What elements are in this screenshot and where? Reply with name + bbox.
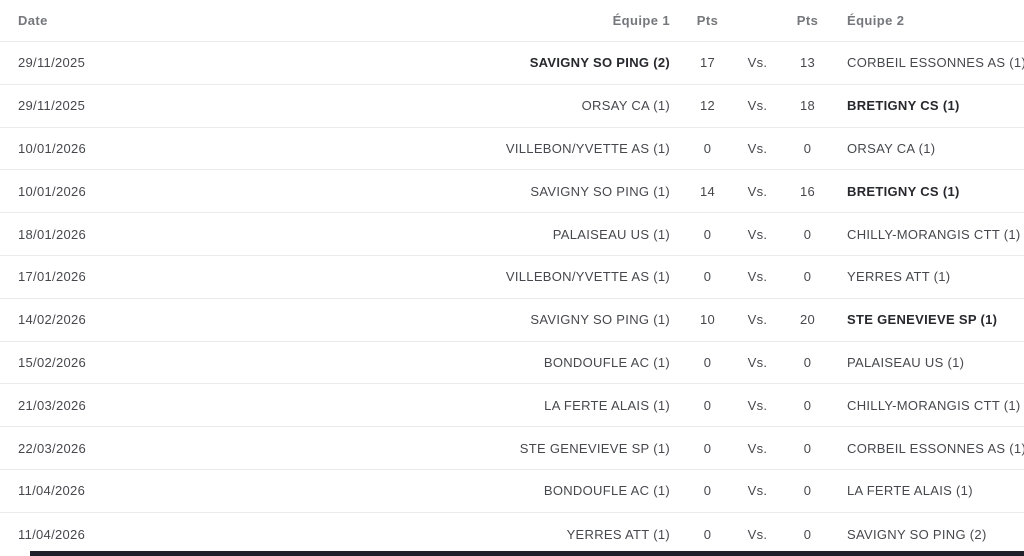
vs-label: Vs. — [747, 397, 768, 413]
vs-label: Vs. — [747, 440, 768, 456]
vs-label: Vs. — [747, 269, 768, 285]
vs-label: Vs. — [747, 55, 768, 71]
table-row[interactable]: 21/03/2026 LA FERTE ALAIS (1) 0 Vs. 0 CHILLY-… — [0, 384, 1024, 428]
date-cell: 18/01/2026 — [18, 226, 87, 242]
pts2-cell: 16 — [799, 183, 816, 199]
column-header-pts1: Pts — [696, 13, 719, 28]
team1-cell: VILLEBON/YVETTE AS (1) — [505, 140, 670, 156]
table-row[interactable]: 18/01/2026 PALAISEAU US (1) 0 Vs. 0 CHILLY-MO… — [0, 213, 1024, 256]
pts2-cell: 0 — [803, 483, 812, 499]
pts2-cell: 0 — [803, 269, 812, 285]
date-cell: 17/01/2026 — [18, 269, 87, 285]
team2-cell: YERRES ATT (1) — [847, 269, 951, 285]
date-cell: 21/03/2026 — [18, 397, 87, 413]
team1-cell: ORSAY CA (1) — [581, 98, 670, 114]
date-cell: 11/04/2026 — [18, 483, 86, 499]
table-row[interactable]: 29/11/2025 ORSAY CA (1) 12 Vs. 18 BRETIGNY CS… — [0, 84, 1024, 128]
table-row[interactable]: 17/01/2026 VILLEBON/YVETTE AS (1) 0 Vs. 0 YER… — [0, 255, 1024, 299]
team2-cell: PALAISEAU US (1) — [847, 354, 965, 370]
pts1-cell: 0 — [703, 440, 712, 456]
team1-cell: VILLEBON/YVETTE AS (1) — [505, 269, 670, 285]
vs-label: Vs. — [747, 140, 768, 156]
date-cell: 11/04/2026 — [18, 526, 86, 542]
team2-cell: CHILLY-MORANGIS CTT (1) — [847, 397, 1021, 413]
table-body: 29/11/2025 SAVIGNY SO PING (2) 17 Vs. 13 CORB… — [0, 42, 1024, 556]
column-header-pts2: Pts — [796, 13, 819, 28]
team2-cell: SAVIGNY SO PING (2) — [847, 526, 987, 542]
team2-cell: BRETIGNY CS (1) — [847, 98, 960, 114]
date-cell: 15/02/2026 — [18, 354, 87, 370]
pts1-cell: 14 — [699, 183, 716, 199]
team2-cell: BRETIGNY CS (1) — [847, 183, 960, 199]
team2-cell: STE GENEVIEVE SP (1) — [847, 312, 998, 328]
date-cell: 22/03/2026 — [18, 440, 87, 456]
team1-cell: LA FERTE ALAIS (1) — [544, 397, 670, 413]
date-cell: 10/01/2026 — [18, 140, 87, 156]
pts2-cell: 20 — [799, 312, 816, 328]
date-cell: 29/11/2025 — [18, 98, 86, 114]
team1-cell: BONDOUFLE AC (1) — [543, 354, 670, 370]
table-row[interactable]: 11/04/2026 YERRES ATT (1) 0 Vs. 0 SAVIGNY SO … — [0, 512, 1024, 556]
date-cell: 14/02/2026 — [18, 312, 87, 328]
pts2-cell: 0 — [803, 440, 812, 456]
team1-cell: SAVIGNY SO PING (2) — [529, 55, 670, 71]
pts2-cell: 18 — [799, 98, 816, 114]
date-cell: 10/01/2026 — [18, 183, 87, 199]
column-header-date: Date — [18, 13, 48, 28]
table-row[interactable]: 29/11/2025 SAVIGNY SO PING (2) 17 Vs. 13 CORB… — [0, 42, 1024, 85]
pts2-cell: 13 — [799, 55, 816, 71]
team2-cell: LA FERTE ALAIS (1) — [847, 483, 973, 499]
table-row[interactable]: 22/03/2026 STE GENEVIEVE SP (1) 0 Vs. 0 CORBE… — [0, 427, 1024, 470]
vs-label: Vs. — [747, 354, 768, 370]
pts1-cell: 0 — [703, 483, 712, 499]
table-row[interactable]: 11/04/2026 BONDOUFLE AC (1) 0 Vs. 0 LA FERTE … — [0, 469, 1024, 513]
team2-cell: CHILLY-MORANGIS CTT (1) — [847, 226, 1021, 242]
team1-cell: BONDOUFLE AC (1) — [543, 483, 670, 499]
team2-cell: ORSAY CA (1) — [847, 140, 936, 156]
table-row[interactable]: 10/01/2026 VILLEBON/YVETTE AS (1) 0 Vs. 0 ORS… — [0, 127, 1024, 171]
team1-cell: PALAISEAU US (1) — [552, 226, 670, 242]
pts2-cell: 0 — [803, 226, 812, 242]
vs-label: Vs. — [747, 312, 768, 328]
column-header-team1: Équipe 1 — [612, 13, 670, 28]
vs-label: Vs. — [747, 183, 768, 199]
pts1-cell: 0 — [703, 269, 712, 285]
pts2-cell: 0 — [803, 526, 812, 542]
pts1-cell: 0 — [703, 140, 712, 156]
team1-cell: STE GENEVIEVE SP (1) — [519, 440, 670, 456]
table-header-row: Date Équipe 1 Pts Pts Équipe 2 — [0, 0, 1024, 42]
vs-label: Vs. — [747, 98, 768, 114]
pts1-cell: 12 — [699, 98, 716, 114]
pts1-cell: 0 — [703, 226, 712, 242]
pts1-cell: 0 — [703, 354, 712, 370]
date-cell: 29/11/2025 — [18, 55, 86, 71]
pts1-cell: 17 — [699, 55, 716, 71]
vs-label: Vs. — [747, 526, 768, 542]
team2-cell: CORBEIL ESSONNES AS (1) — [847, 55, 1024, 71]
pts1-cell: 0 — [703, 526, 712, 542]
table-row[interactable]: 14/02/2026 SAVIGNY SO PING (1) 10 Vs. 20 STE … — [0, 298, 1024, 342]
team1-cell: SAVIGNY SO PING (1) — [530, 312, 670, 328]
pts2-cell: 0 — [803, 354, 812, 370]
vs-label: Vs. — [747, 226, 768, 242]
team1-cell: YERRES ATT (1) — [566, 526, 670, 542]
pts2-cell: 0 — [803, 397, 812, 413]
column-header-team2: Équipe 2 — [847, 13, 905, 28]
team1-cell: SAVIGNY SO PING (1) — [530, 183, 670, 199]
table-row[interactable]: 10/01/2026 SAVIGNY SO PING (1) 14 Vs. 16 BRET… — [0, 170, 1024, 214]
pts1-cell: 10 — [699, 312, 716, 328]
team2-cell: CORBEIL ESSONNES AS (1) — [847, 440, 1024, 456]
pts2-cell: 0 — [803, 140, 812, 156]
vs-label: Vs. — [747, 483, 768, 499]
footer-bar — [30, 550, 1024, 556]
pts1-cell: 0 — [703, 397, 712, 413]
table-row[interactable]: 15/02/2026 BONDOUFLE AC (1) 0 Vs. 0 PALAISEAU… — [0, 341, 1024, 385]
